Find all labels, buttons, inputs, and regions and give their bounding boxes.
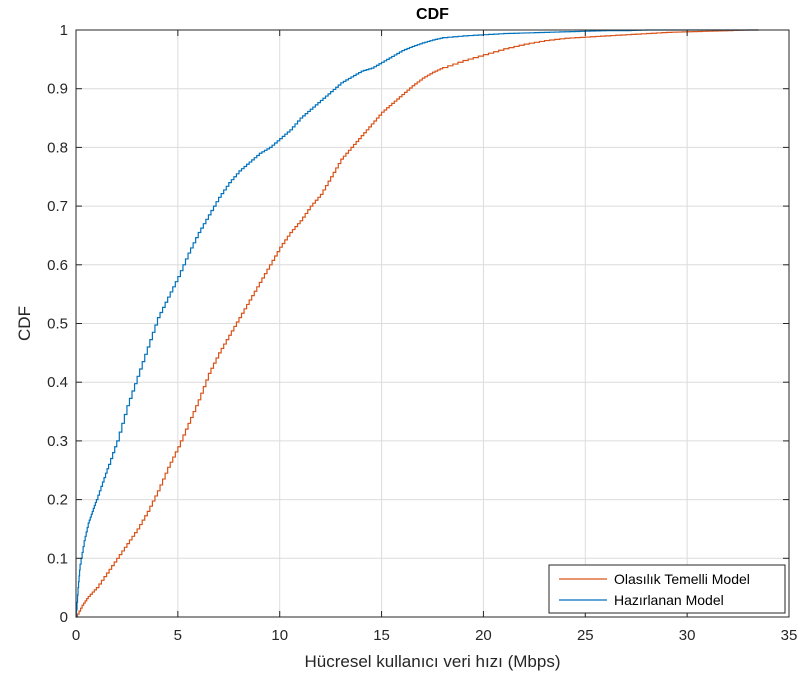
y-axis-label: CDF [15, 306, 34, 341]
x-tick-label: 30 [679, 627, 696, 644]
x-tick-label: 15 [373, 627, 390, 644]
series-line-1 [76, 29, 759, 618]
legend-label: Olasılık Temelli Model [614, 571, 750, 587]
x-tick-label: 25 [577, 627, 594, 644]
y-tick-label: 1 [60, 22, 68, 39]
series-lines [75, 29, 759, 618]
y-tick-label: 0 [60, 609, 68, 626]
y-tick-label: 0.7 [47, 198, 68, 215]
x-tick-label: 35 [781, 627, 798, 644]
x-tick-label: 5 [174, 627, 182, 644]
chart-title: CDF [416, 6, 449, 23]
x-tick-label: 20 [475, 627, 492, 644]
legend-box [548, 564, 786, 614]
y-tick-label: 0.2 [47, 492, 68, 509]
y-tick-label: 0.9 [47, 81, 68, 98]
axis-ticks: 0 5 10 15 20 25 30 35 0 0.1 0.2 0.3 0.4 0.5 0.6 0.7 0.8 0… [47, 22, 797, 644]
series-line-2 [75, 29, 759, 618]
y-tick-label: 0.8 [47, 139, 68, 156]
x-tick-label: 10 [271, 627, 288, 644]
x-tick-label: 0 [72, 627, 80, 644]
y-tick-label: 0.4 [47, 374, 68, 391]
y-tick-label: 0.6 [47, 257, 68, 274]
y-tick-label: 0.5 [47, 316, 68, 333]
legend: Olasılık Temelli Model Hazırlanan Model [548, 564, 786, 614]
x-axis-label: Hücresel kullanıcı veri hızı (Mbps) [304, 652, 560, 671]
y-tick-label: 0.1 [47, 550, 68, 567]
y-tick-label: 0.3 [47, 433, 68, 450]
legend-label: Hazırlanan Model [614, 592, 724, 608]
